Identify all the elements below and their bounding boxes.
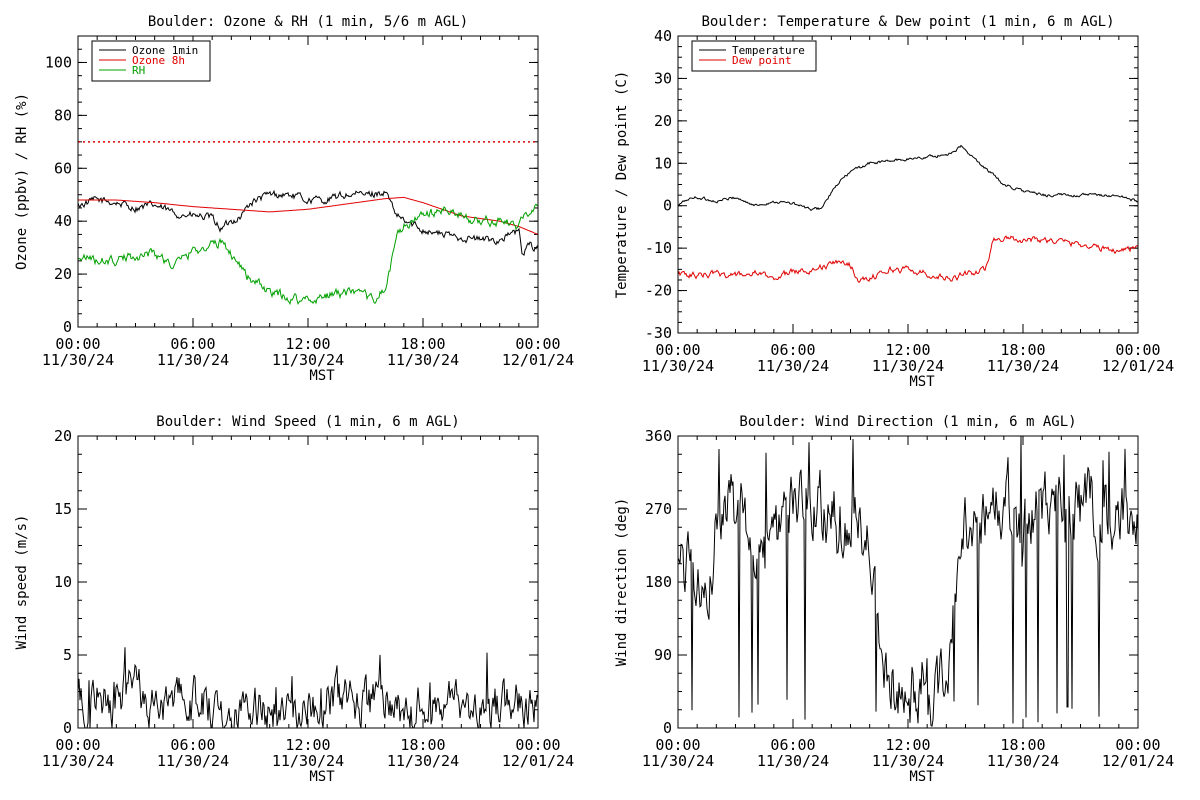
y-tick-label: 80	[54, 106, 72, 124]
x-tick-time-label: 00:00	[55, 335, 100, 353]
x-tick-time-label: 00:00	[655, 341, 700, 359]
y-tick-label: 10	[54, 573, 72, 591]
legend-entry: Ozone 8h	[132, 54, 185, 67]
x-tick-time-label: 12:00	[885, 341, 930, 359]
chart-title: Boulder: Wind Direction (1 min, 6 m AGL)	[739, 414, 1076, 430]
ozone-rh-panel: Boulder: Ozone & RH (1 min, 5/6 m AGL) Oz…	[14, 14, 574, 384]
plot-frame	[677, 35, 1139, 334]
series-line-dew-point	[678, 235, 1138, 284]
y-tick-label: 20	[654, 112, 672, 130]
x-tick-time-label: 12:00	[285, 335, 330, 353]
plot-frame	[77, 435, 539, 729]
legend-entry: Dew point	[732, 54, 792, 67]
y-axis-label: Ozone (ppbv) / RH (%)	[14, 93, 30, 270]
chart-title: Boulder: Wind Speed (1 min, 6 m AGL)	[156, 414, 459, 430]
y-axis-label: Wind direction (deg)	[614, 498, 630, 667]
x-tick-date-label: 11/30/24	[987, 357, 1059, 375]
x-tick-date-label: 11/30/24	[272, 351, 344, 369]
x-tick-time-label: 00:00	[55, 736, 100, 754]
y-tick-label: 20	[54, 265, 72, 283]
x-tick-date-label: 12/01/24	[502, 752, 574, 770]
wind-speed-panel: Boulder: Wind Speed (1 min, 6 m AGL) Wind…	[14, 414, 574, 785]
plot-frame	[77, 35, 539, 328]
x-tick-date-label: 11/30/24	[42, 752, 114, 770]
x-axis-label: MST	[309, 769, 335, 785]
series-line-temperature	[678, 144, 1138, 212]
y-tick-label: -30	[645, 324, 672, 342]
x-tick-date-label: 11/30/24	[987, 752, 1059, 770]
y-tick-label: 10	[654, 154, 672, 172]
x-tick-date-label: 11/30/24	[42, 351, 114, 369]
x-tick-date-label: 11/30/24	[872, 357, 944, 375]
x-tick-date-label: 12/01/24	[502, 351, 574, 369]
y-axis-label: Wind speed (m/s)	[14, 515, 30, 650]
x-tick-date-label: 11/30/24	[387, 351, 459, 369]
y-tick-label: 5	[63, 646, 72, 664]
legend-box	[91, 40, 211, 82]
y-tick-label: 0	[663, 197, 672, 215]
x-tick-date-label: 11/30/24	[157, 351, 229, 369]
y-tick-label: 30	[654, 69, 672, 87]
y-tick-label: 0	[663, 719, 672, 737]
y-tick-label: 40	[654, 27, 672, 45]
x-axis-label: MST	[909, 769, 935, 785]
series-line-0	[678, 436, 1138, 727]
x-axis-label: MST	[909, 374, 935, 390]
series-line-0	[78, 647, 538, 728]
y-tick-label: 360	[645, 427, 672, 445]
y-tick-label: 0	[63, 719, 72, 737]
chart-title: Boulder: Temperature & Dew point (1 min,…	[701, 14, 1114, 30]
x-tick-time-label: 00:00	[1115, 341, 1160, 359]
y-tick-label: 90	[654, 646, 672, 664]
legend-entry: RH	[132, 64, 145, 77]
x-tick-time-label: 06:00	[170, 335, 215, 353]
y-tick-label: 270	[645, 500, 672, 518]
y-tick-label: -10	[645, 239, 672, 257]
y-tick-label: 0	[63, 318, 72, 336]
legend-box	[691, 40, 817, 72]
wind-direction-panel: Boulder: Wind Direction (1 min, 6 m AGL)…	[614, 414, 1174, 785]
y-tick-label: 15	[54, 500, 72, 518]
legend-entry: Temperature	[732, 44, 805, 57]
x-tick-time-label: 00:00	[655, 736, 700, 754]
plot-frame	[677, 435, 1139, 729]
x-tick-date-label: 12/01/24	[1102, 357, 1174, 375]
y-tick-label: 180	[645, 573, 672, 591]
series-line-ozone-8h	[78, 196, 538, 235]
series-line-rh	[78, 203, 538, 306]
x-tick-time-label: 12:00	[285, 736, 330, 754]
x-tick-time-label: 18:00	[400, 335, 445, 353]
x-tick-date-label: 11/30/24	[642, 752, 714, 770]
series-line-ozone-1min	[78, 189, 538, 257]
y-tick-label: 60	[54, 159, 72, 177]
y-tick-label: 20	[54, 427, 72, 445]
x-tick-time-label: 06:00	[170, 736, 215, 754]
x-tick-time-label: 18:00	[1000, 341, 1045, 359]
x-tick-time-label: 00:00	[515, 335, 560, 353]
y-tick-label: 40	[54, 212, 72, 230]
temperature-dewpoint-panel: Boulder: Temperature & Dew point (1 min,…	[614, 14, 1174, 390]
x-tick-time-label: 06:00	[770, 736, 815, 754]
x-tick-time-label: 18:00	[400, 736, 445, 754]
y-tick-label: -20	[645, 282, 672, 300]
x-tick-time-label: 18:00	[1000, 736, 1045, 754]
x-tick-date-label: 11/30/24	[272, 752, 344, 770]
x-tick-date-label: 12/01/24	[1102, 752, 1174, 770]
x-tick-date-label: 11/30/24	[387, 752, 459, 770]
x-tick-date-label: 11/30/24	[757, 752, 829, 770]
x-tick-date-label: 11/30/24	[757, 357, 829, 375]
x-tick-date-label: 11/30/24	[157, 752, 229, 770]
x-axis-label: MST	[309, 368, 335, 384]
x-tick-time-label: 00:00	[1115, 736, 1160, 754]
chart-title: Boulder: Ozone & RH (1 min, 5/6 m AGL)	[148, 14, 468, 30]
legend-entry: Ozone 1min	[132, 44, 198, 57]
x-tick-time-label: 00:00	[515, 736, 560, 754]
x-tick-time-label: 06:00	[770, 341, 815, 359]
y-tick-label: 100	[45, 53, 72, 71]
y-axis-label: Temperature / Dew point (C)	[614, 71, 630, 299]
x-tick-date-label: 11/30/24	[642, 357, 714, 375]
x-tick-time-label: 12:00	[885, 736, 930, 754]
x-tick-date-label: 11/30/24	[872, 752, 944, 770]
